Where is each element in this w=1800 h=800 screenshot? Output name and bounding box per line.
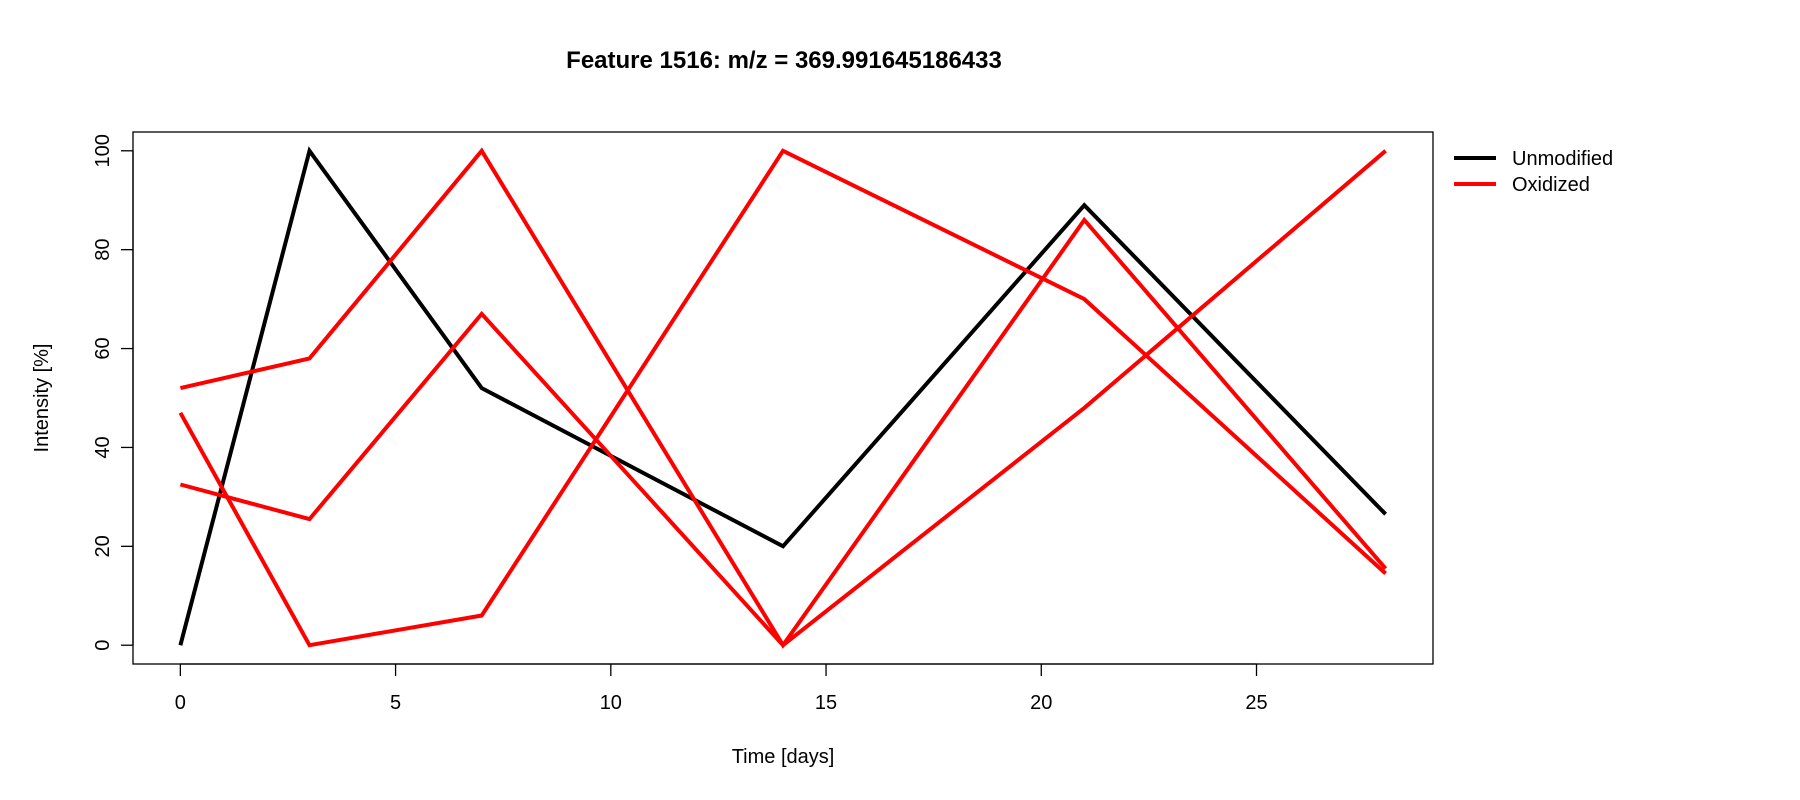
series-line-oxidized-1 <box>179 147 1388 649</box>
x-tick-label: 20 <box>1030 692 1052 714</box>
legend-item-unmodified: Unmodified <box>1454 148 1613 170</box>
chart-title: Feature 1516: m/z = 369.991645186433 <box>566 47 1002 74</box>
x-tick-label: 25 <box>1245 692 1267 714</box>
y-tick-label: 0 <box>92 640 114 651</box>
y-tick-label: 80 <box>92 239 114 261</box>
legend: Unmodified Oxidized <box>1454 148 1613 196</box>
legend-label-unmodified: Unmodified <box>1512 148 1613 170</box>
y-tick-label: 40 <box>92 436 114 458</box>
x-tick-label: 15 <box>815 692 837 714</box>
x-axis-title: Time [days] <box>732 746 835 768</box>
series-line-oxidized-2 <box>178 148 1387 648</box>
y-tick-label: 60 <box>92 337 114 359</box>
y-axis-title: Intensity [%] <box>31 344 53 453</box>
legend-label-oxidized: Oxidized <box>1512 174 1590 196</box>
x-tick-label: 10 <box>600 692 622 714</box>
x-tick-label: 5 <box>390 692 401 714</box>
series-layer <box>178 146 1388 649</box>
x-axis: 0 5 10 15 20 25 <box>175 663 1268 714</box>
x-tick-label: 0 <box>175 692 186 714</box>
y-axis: 0 20 40 60 80 100 <box>92 134 134 651</box>
y-tick-label: 20 <box>92 535 114 557</box>
series-line-unmodified-0 <box>178 146 1388 646</box>
legend-item-oxidized: Oxidized <box>1454 174 1590 196</box>
y-tick-label: 100 <box>92 134 114 167</box>
series-line-oxidized-3 <box>179 149 1387 648</box>
